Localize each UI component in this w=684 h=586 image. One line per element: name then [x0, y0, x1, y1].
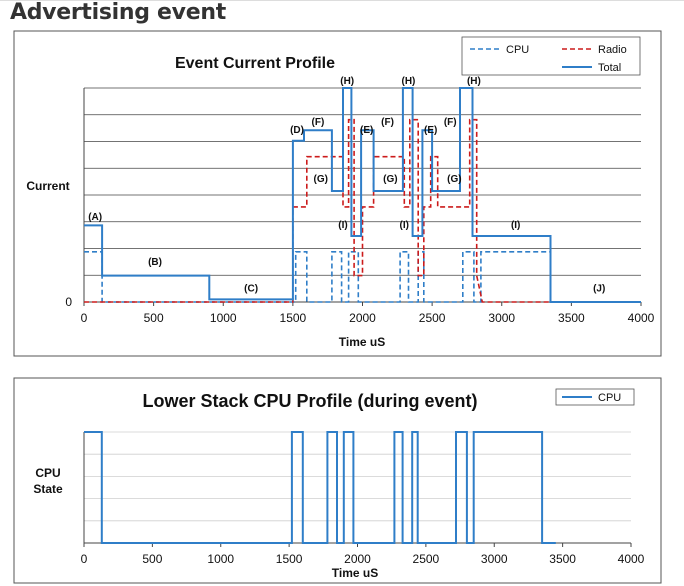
x-tick-label: 0 — [81, 311, 88, 325]
legend-label: Total — [598, 62, 621, 74]
annotation-label: (F) — [312, 117, 325, 128]
legend-box — [555, 388, 635, 406]
x-tick-label: 0 — [81, 552, 88, 566]
chart-2: 0 500 1000 1500 2000 2500 3000 3500 4000 Lower St… — [13, 377, 662, 584]
annotation-label: (A) — [88, 212, 102, 223]
legend-label: CPU — [506, 44, 529, 56]
x-tick-label: 2000 — [349, 311, 376, 325]
chart-1: 0 500 1000 1500 2000 2500 3000 3500 4000 0 Event C… — [13, 30, 662, 357]
top-rule — [0, 0, 684, 1]
series-cpu-line — [84, 251, 552, 303]
annotation-label: (F) — [444, 117, 457, 128]
x-tick-label: 2000 — [344, 552, 371, 566]
x-axis-label: Time uS — [339, 335, 385, 349]
annotation-label: (G) — [447, 174, 461, 185]
series-total-line — [84, 87, 641, 303]
x-tick-label: 2500 — [419, 311, 446, 325]
y-axis-label: CPU — [35, 466, 60, 480]
annotation-label: (E) — [360, 125, 373, 136]
series-cpu-line — [84, 431, 556, 544]
legend-box — [461, 36, 641, 76]
legend-label: CPU — [598, 392, 621, 404]
x-axis-label: Time uS — [332, 566, 378, 580]
annotation-label: (I) — [511, 220, 520, 231]
x-tick-label: 3500 — [558, 311, 585, 325]
x-tick-label: 2500 — [413, 552, 440, 566]
page-title: Advertising event — [10, 0, 226, 25]
legend-label: Radio — [598, 44, 627, 56]
chart-frame — [13, 30, 662, 357]
annotation-label: (G) — [313, 174, 327, 185]
x-tick-label: 4000 — [628, 311, 655, 325]
x-tick-label: 1000 — [210, 311, 237, 325]
chart-title: Lower Stack CPU Profile (during event) — [142, 391, 477, 411]
y-axis-label: Current — [26, 179, 69, 193]
x-tick-label: 3000 — [481, 552, 508, 566]
series-radio-line — [84, 118, 641, 303]
x-tick-label: 3500 — [549, 552, 576, 566]
annotation-label: (F) — [381, 117, 394, 128]
annotation-label: (E) — [424, 125, 437, 136]
annotation-label: (C) — [244, 283, 258, 294]
annotation-label: (G) — [383, 174, 397, 185]
x-tick-label: 1500 — [280, 311, 307, 325]
annotation-label: (B) — [148, 257, 162, 268]
x-tick-label: 3000 — [488, 311, 515, 325]
chart-title: Event Current Profile — [175, 55, 335, 72]
annotation-label: (I) — [338, 220, 347, 231]
x-tick-label: 500 — [144, 311, 164, 325]
annotation-label: (J) — [593, 283, 605, 294]
annotation-label: (I) — [400, 220, 409, 231]
y-axis-label: State — [33, 482, 63, 496]
legend: CPU — [555, 388, 635, 406]
x-tick-label: 500 — [142, 552, 162, 566]
annotation-label: (H) — [402, 76, 416, 87]
annotation-label: (H) — [467, 76, 481, 87]
annotation-label: (H) — [340, 76, 354, 87]
x-tick-label: 4000 — [618, 552, 645, 566]
y-tick-label: 0 — [65, 295, 72, 309]
x-tick-label: 1000 — [207, 552, 234, 566]
legend: CPU Radio Total — [461, 36, 641, 76]
annotation-label: (D) — [290, 125, 304, 136]
x-tick-label: 1500 — [276, 552, 303, 566]
